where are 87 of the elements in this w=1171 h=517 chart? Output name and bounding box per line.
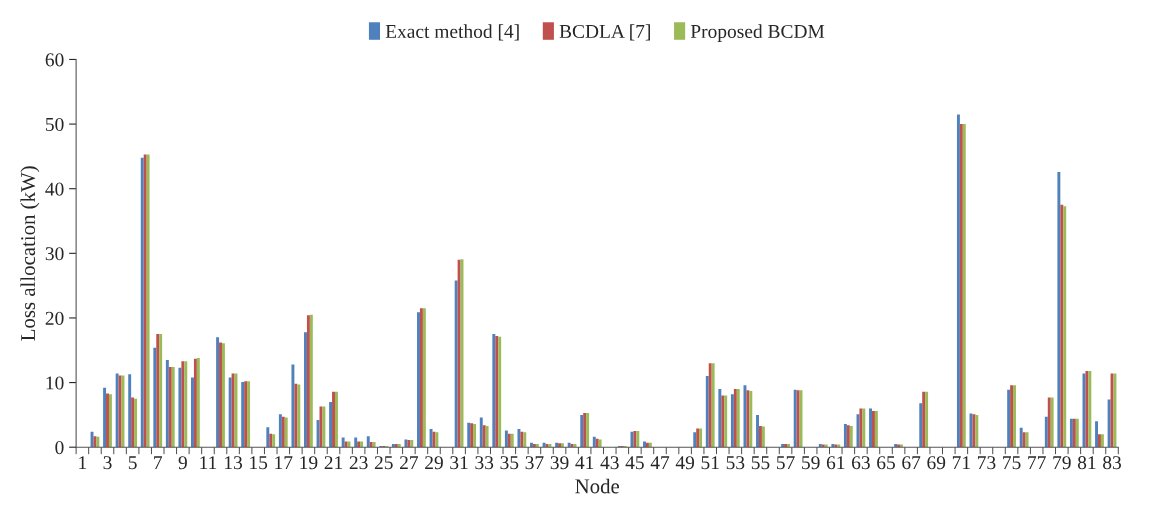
bar xyxy=(291,364,295,448)
x-tick-label: 67 xyxy=(902,456,921,470)
bar xyxy=(191,377,194,448)
bar xyxy=(165,359,169,448)
bar xyxy=(756,414,759,448)
bar xyxy=(329,401,333,448)
x-tick-label: 1 xyxy=(79,456,87,470)
bar xyxy=(341,437,345,448)
bar xyxy=(228,377,232,448)
x-tick-label: 33 xyxy=(475,456,494,470)
x-tick-label: 49 xyxy=(675,456,695,470)
x-tick-label: 55 xyxy=(751,456,770,470)
x-tick-label: 73 xyxy=(978,456,996,470)
bar xyxy=(1057,171,1061,448)
bar xyxy=(956,114,960,448)
bar xyxy=(103,387,107,448)
x-tick-label: 31 xyxy=(450,456,468,470)
bar xyxy=(304,332,307,448)
bar xyxy=(1019,427,1023,448)
x-tick-label: 69 xyxy=(927,456,946,470)
bar xyxy=(354,437,358,448)
x-tick-label: 35 xyxy=(500,456,519,470)
x-tick-label: 65 xyxy=(877,456,895,470)
x-tick-label: 37 xyxy=(525,456,544,470)
x-tick-label: 21 xyxy=(324,456,343,470)
y-tick-label: 40 xyxy=(45,182,64,196)
x-tick-label: 61 xyxy=(826,456,845,470)
y-tick-label: 10 xyxy=(46,376,64,390)
y-axis-title: Loss allocation (kW) xyxy=(20,166,40,341)
bar xyxy=(454,280,458,448)
y-tick-label: 20 xyxy=(45,311,64,325)
bar xyxy=(718,389,722,448)
bar xyxy=(216,337,220,448)
x-tick-label: 27 xyxy=(399,456,419,470)
bar xyxy=(1095,421,1099,448)
y-tick-label: 0 xyxy=(55,441,64,455)
bar xyxy=(1107,399,1111,448)
x-tick-label: 13 xyxy=(225,456,243,470)
bar xyxy=(479,417,483,448)
x-tick-label: 81 xyxy=(1077,456,1096,470)
x-tick-label: 59 xyxy=(802,456,820,470)
x-tick-label: 3 xyxy=(103,456,112,470)
bar xyxy=(1044,416,1048,448)
x-tick-label: 53 xyxy=(726,456,745,470)
y-tick-label: 60 xyxy=(45,53,64,67)
x-tick-label: 15 xyxy=(250,456,268,470)
x-tick-label: 47 xyxy=(650,456,670,470)
legend-label: Exact method [4] xyxy=(385,24,519,41)
bar xyxy=(919,403,923,448)
x-tick-label: 77 xyxy=(1028,456,1046,470)
bar xyxy=(730,394,734,448)
bar xyxy=(743,385,747,448)
x-tick-label: 83 xyxy=(1103,456,1121,470)
y-tick-label: 50 xyxy=(46,117,64,132)
x-tick-label: 51 xyxy=(701,456,719,470)
x-tick-label: 17 xyxy=(275,456,293,470)
x-tick-label: 63 xyxy=(852,456,870,470)
bar xyxy=(705,376,709,448)
x-tick-label: 75 xyxy=(1003,456,1021,470)
bar xyxy=(128,374,132,448)
x-tick-label: 29 xyxy=(425,456,443,470)
bar xyxy=(316,420,320,448)
x-tick-label: 45 xyxy=(625,456,644,470)
bar xyxy=(693,432,697,448)
x-tick-label: 41 xyxy=(575,456,594,470)
bar xyxy=(417,312,420,448)
legend-label: Proposed BCDM xyxy=(690,24,825,42)
x-tick-label: 11 xyxy=(200,456,217,470)
x-tick-label: 57 xyxy=(776,456,795,470)
bar xyxy=(266,427,270,448)
legend-label: BCDLA [7] xyxy=(559,24,650,41)
bar xyxy=(178,367,182,448)
x-tick-label: 5 xyxy=(128,456,137,470)
bar xyxy=(1007,389,1011,448)
x-tick-label: 71 xyxy=(952,456,970,470)
x-axis-title: Node xyxy=(575,478,620,494)
x-tick-label: 9 xyxy=(178,456,187,470)
x-tick-label: 23 xyxy=(349,456,368,470)
y-tick-label: 30 xyxy=(45,247,64,261)
x-tick-label: 7 xyxy=(154,456,163,470)
x-tick-label: 43 xyxy=(600,456,619,470)
x-tick-label: 25 xyxy=(374,456,393,470)
x-tick-label: 39 xyxy=(550,456,569,470)
bar xyxy=(366,436,370,448)
x-tick-label: 79 xyxy=(1053,456,1071,470)
x-tick-label: 19 xyxy=(300,456,318,470)
bar xyxy=(153,347,157,448)
